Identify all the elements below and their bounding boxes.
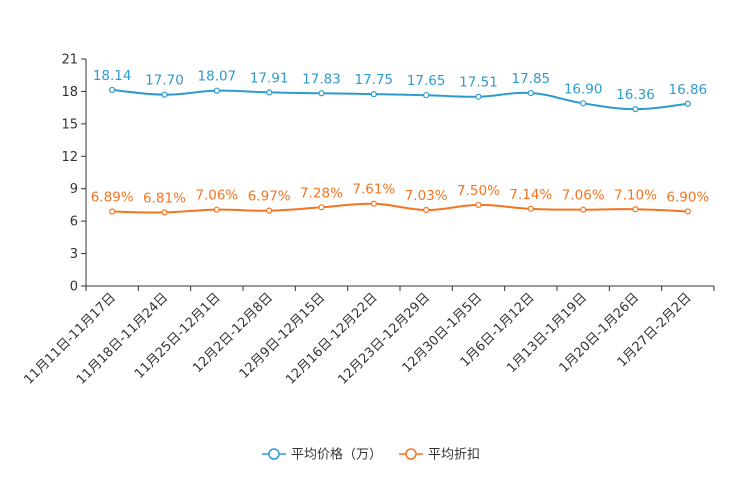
- data-point[interactable]: [423, 92, 430, 99]
- data-label: 16.86: [669, 82, 708, 98]
- data-point[interactable]: [684, 208, 691, 215]
- data-label: 6.89%: [91, 190, 134, 206]
- data-label: 17.51: [459, 75, 498, 91]
- data-label: 16.90: [564, 81, 603, 97]
- series-line: [112, 88, 688, 111]
- data-label: 17.85: [512, 71, 551, 87]
- y-tick-label: 12: [61, 150, 78, 165]
- data-label: 7.10%: [614, 187, 657, 203]
- series: 18.14 17.70 18.07 17.91 17.83 17.75 17.65 17.51…: [91, 68, 709, 216]
- data-point[interactable]: [109, 86, 116, 94]
- data-point[interactable]: [632, 106, 639, 113]
- legend-marker-icon: [405, 448, 417, 460]
- y-tick-label: 0: [70, 280, 78, 295]
- y-tick-label: 15: [61, 117, 78, 132]
- data-point[interactable]: [213, 206, 220, 213]
- y-tick-label: 9: [70, 182, 78, 197]
- data-label: 16.36: [616, 87, 655, 103]
- data-label: 17.75: [355, 72, 394, 88]
- data-point[interactable]: [109, 208, 116, 215]
- data-point[interactable]: [370, 200, 377, 207]
- data-point[interactable]: [161, 209, 168, 216]
- data-label: 7.50%: [457, 183, 500, 199]
- data-point[interactable]: [161, 91, 168, 98]
- data-point[interactable]: [632, 206, 639, 213]
- data-point[interactable]: [580, 206, 587, 213]
- legend-item-discount[interactable]: 平均折扣: [399, 448, 480, 463]
- data-label: 6.81%: [143, 190, 186, 206]
- data-label: 7.06%: [195, 188, 238, 204]
- data-point[interactable]: [580, 100, 587, 107]
- data-point[interactable]: [318, 204, 325, 211]
- data-label: 18.14: [93, 68, 132, 84]
- data-label: 6.90%: [666, 189, 709, 205]
- data-point[interactable]: [527, 205, 534, 212]
- y-tick-label: 3: [70, 247, 78, 262]
- legend-label: 平均折扣: [428, 448, 480, 463]
- data-label: 7.61%: [352, 182, 395, 198]
- x-tick-label: 11月18日-11月24日: [74, 290, 171, 387]
- x-tick-label: 12月23日-12月29日: [336, 290, 433, 387]
- data-label: 6.97%: [248, 189, 291, 205]
- legend-marker-icon: [268, 448, 280, 460]
- y-tick-label: 21: [61, 53, 78, 68]
- data-point[interactable]: [684, 100, 691, 107]
- series-discount: 6.89% 6.81% 7.06% 6.97% 7.28% 7.61% 7.03% 7.50%…: [91, 182, 709, 216]
- data-point[interactable]: [423, 206, 430, 214]
- data-label: 17.83: [302, 71, 341, 87]
- data-point[interactable]: [527, 89, 534, 97]
- y-axis-ticks: 0 3 6 9 12 15 18 21: [61, 53, 86, 295]
- legend[interactable]: 平均价格（万） 平均折扣: [262, 447, 480, 463]
- data-point[interactable]: [266, 207, 273, 214]
- x-tick-label: 11月11日-11月17日: [22, 290, 119, 387]
- data-label: 17.65: [407, 73, 446, 89]
- data-point[interactable]: [475, 93, 482, 100]
- data-label: 17.70: [145, 73, 184, 89]
- x-tick-label: 12月16日-12月22日: [283, 290, 380, 387]
- legend-label: 平均价格（万）: [291, 447, 382, 463]
- series-price: 18.14 17.70 18.07 17.91 17.83 17.75 17.65 17.51…: [93, 68, 708, 113]
- data-point[interactable]: [475, 201, 482, 209]
- data-point[interactable]: [318, 90, 325, 97]
- y-tick-label: 18: [61, 85, 78, 100]
- legend-item-price[interactable]: 平均价格（万）: [262, 447, 382, 463]
- data-label: 7.03%: [405, 188, 448, 204]
- data-label: 7.28%: [300, 185, 343, 201]
- y-tick-label: 6: [70, 215, 78, 230]
- data-label: 7.06%: [562, 188, 605, 204]
- data-point[interactable]: [370, 91, 377, 98]
- data-label: 18.07: [198, 69, 237, 85]
- data-point[interactable]: [266, 89, 273, 96]
- data-label: 7.14%: [509, 187, 552, 203]
- series-line: [112, 202, 688, 214]
- data-label: 17.91: [250, 70, 289, 86]
- data-point[interactable]: [213, 87, 220, 94]
- x-axis-ticks: 11月11日-11月17日11月18日-11月24日11月25日-12月1日12…: [22, 286, 715, 388]
